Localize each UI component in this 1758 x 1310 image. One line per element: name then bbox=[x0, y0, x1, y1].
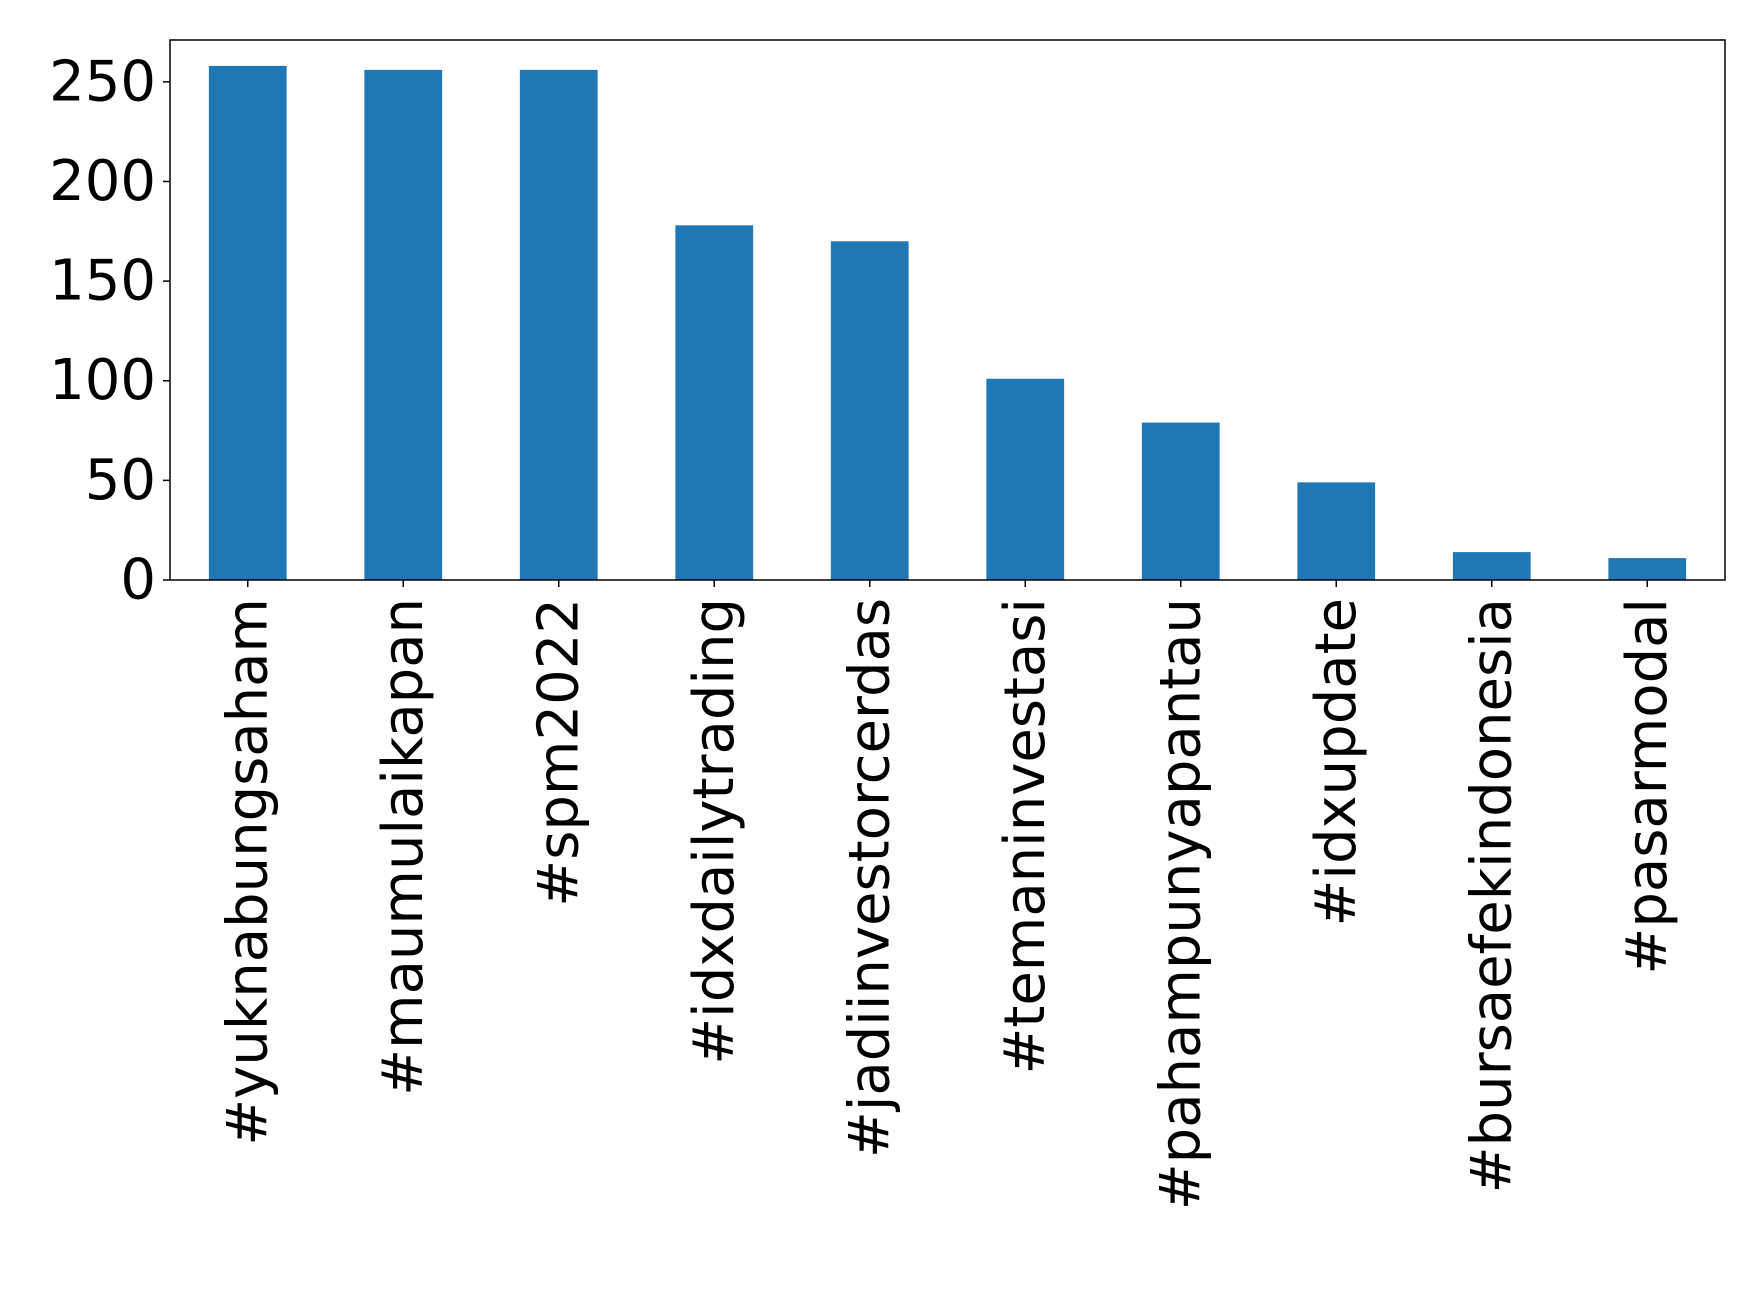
bars-layer bbox=[208, 65, 1687, 581]
x-axis: #yuknabungsaham #maumulaikapan #spm2022 #id… bbox=[215, 580, 1680, 1210]
y-tick-label: 50 bbox=[85, 448, 156, 513]
bar bbox=[364, 69, 443, 581]
x-tick-label: #pahampunyapantau bbox=[1148, 598, 1213, 1210]
bar bbox=[830, 241, 909, 580]
x-tick-label: #idxdailytrading bbox=[682, 598, 747, 1065]
x-tick-label: #maumulaikapan bbox=[371, 598, 436, 1096]
x-tick-label: #yuknabungsaham bbox=[215, 598, 280, 1146]
y-tick-label: 0 bbox=[120, 548, 156, 613]
x-tick-label: #bursaefekindonesia bbox=[1459, 598, 1524, 1193]
bar bbox=[1608, 558, 1687, 580]
bar bbox=[1141, 422, 1220, 580]
x-tick-label: #idxupdate bbox=[1304, 598, 1369, 926]
x-tick-label: #spm2022 bbox=[526, 598, 591, 907]
bar bbox=[986, 378, 1065, 580]
y-tick-label: 200 bbox=[49, 149, 156, 214]
y-tick-label: 250 bbox=[49, 49, 156, 114]
x-tick-label: #pasarmodal bbox=[1615, 598, 1680, 975]
y-tick-label: 100 bbox=[49, 348, 156, 413]
x-tick-label: #temaninvestasi bbox=[993, 598, 1058, 1075]
bar bbox=[1452, 552, 1531, 580]
bar bbox=[519, 69, 598, 581]
plot-frame bbox=[169, 39, 1726, 581]
y-axis: 0 50 100 150 200 250 bbox=[49, 49, 170, 613]
x-tick-label: #jadiinvestorcerdas bbox=[837, 598, 902, 1158]
bar bbox=[675, 225, 754, 580]
y-tick-label: 150 bbox=[49, 249, 156, 314]
bar bbox=[1297, 482, 1376, 580]
bar bbox=[208, 65, 287, 581]
